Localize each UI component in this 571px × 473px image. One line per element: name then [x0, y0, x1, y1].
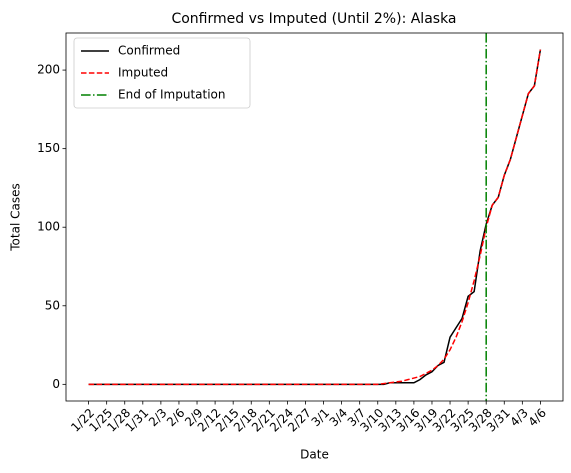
chart-title: Confirmed vs Imputed (Until 2%): Alaska — [171, 11, 456, 27]
x-axis-label: Date — [300, 448, 329, 462]
x-tick-label: 4/6 — [525, 406, 549, 430]
legend-label: Imputed — [118, 66, 168, 80]
y-tick-label: 0 — [52, 377, 60, 391]
y-tick-label: 200 — [37, 63, 60, 77]
legend-label: Confirmed — [118, 44, 180, 58]
axes-frame — [65, 32, 564, 402]
legend-box — [73, 37, 251, 109]
y-axis-label: Total Cases — [9, 183, 23, 251]
y-tick-label: 150 — [37, 141, 60, 155]
y-tick-label: 50 — [45, 298, 60, 312]
y-tick-label: 100 — [37, 220, 60, 234]
series-line — [88, 49, 542, 386]
legend-label: End of Imputation — [118, 88, 226, 102]
